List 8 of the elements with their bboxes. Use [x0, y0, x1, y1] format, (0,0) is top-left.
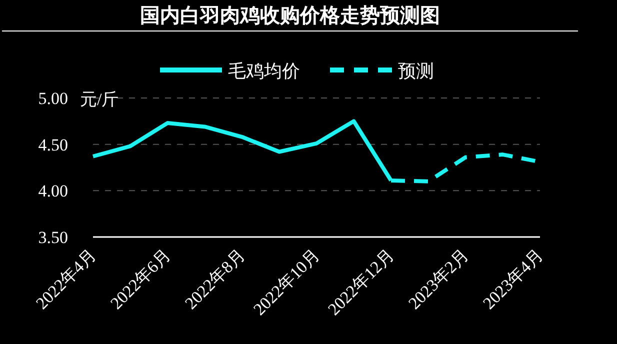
y-tick-label: 3.50 — [38, 228, 68, 247]
legend-label: 预测 — [398, 61, 434, 81]
y-tick-label: 4.00 — [38, 182, 68, 201]
y-axis-title: 元/斤 — [80, 90, 119, 109]
chart-title: 国内白羽肉鸡收购价格走势预测图 — [140, 5, 440, 27]
y-tick-label: 4.50 — [38, 135, 68, 154]
y-tick-label: 5.00 — [38, 89, 68, 108]
legend-label: 毛鸡均价 — [228, 61, 300, 81]
